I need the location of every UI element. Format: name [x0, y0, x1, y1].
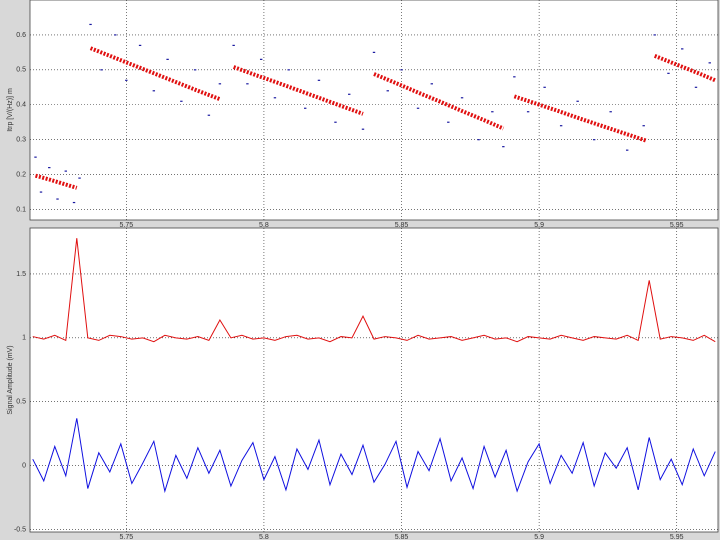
point [152, 90, 156, 92]
point [416, 107, 420, 109]
x-tick-label: 5.85 [395, 534, 409, 540]
y-tick-label: -0.5 [14, 526, 26, 533]
point [218, 83, 222, 85]
x-tick-label: 5.85 [395, 222, 409, 229]
x-tick-label: 5.8 [259, 222, 269, 229]
point [89, 23, 92, 26]
point [180, 100, 183, 102]
point [48, 167, 51, 169]
point [114, 34, 117, 36]
series-group [32, 238, 716, 494]
point [592, 139, 596, 141]
point [207, 114, 211, 116]
x-tick-label: 5.75 [120, 222, 134, 229]
point [64, 170, 67, 172]
point [259, 58, 263, 60]
y-tick-label: 0 [22, 462, 26, 469]
point [708, 62, 711, 64]
point [526, 111, 530, 113]
point [232, 44, 235, 46]
point [681, 48, 684, 50]
point [78, 177, 81, 179]
point [559, 125, 563, 127]
point [430, 83, 433, 85]
point [39, 191, 43, 193]
series-line [32, 238, 716, 343]
series-line [34, 46, 717, 190]
plot-area [29, 0, 719, 221]
y-axis-label: Itrp [V/(Hz)] m [7, 88, 14, 132]
y-tick-label: 0.5 [16, 399, 26, 406]
point [502, 146, 505, 148]
point [653, 34, 656, 36]
y-tick-label: 1 [22, 335, 26, 342]
point [477, 139, 480, 141]
point [386, 90, 389, 92]
point [273, 97, 277, 99]
y-tick-label: 0.3 [16, 137, 26, 144]
point [193, 69, 197, 71]
point [694, 86, 698, 88]
point [491, 111, 494, 113]
point [447, 121, 450, 123]
point [400, 69, 403, 71]
x-tick-label: 5.8 [259, 534, 269, 540]
x-tick-label: 5.95 [670, 534, 684, 540]
point [287, 69, 290, 71]
point [246, 83, 249, 85]
x-tick-label: 5.9 [534, 534, 544, 540]
point [667, 72, 670, 74]
y-tick-label: 0.1 [16, 206, 26, 213]
x-tick-label: 5.9 [534, 222, 544, 229]
y-tick-label: 0.5 [16, 67, 26, 74]
point [100, 69, 103, 71]
point [642, 125, 645, 127]
point [317, 79, 321, 81]
x-tick-label: 5.75 [120, 534, 134, 540]
point [304, 107, 307, 109]
point [348, 93, 351, 95]
y-tick-label: 0.4 [16, 102, 26, 109]
point [361, 128, 365, 130]
y-tick-label: 1.5 [16, 271, 26, 278]
y-tick-label: 0.2 [16, 171, 26, 178]
x-tick-label: 5.95 [670, 222, 684, 229]
point [372, 51, 376, 53]
point [513, 76, 516, 78]
plot-area [29, 227, 719, 533]
point [625, 149, 629, 151]
y-axis-label: Signal Amplitude (mV) [7, 345, 14, 414]
point [609, 111, 612, 113]
point [543, 86, 546, 88]
point [138, 44, 142, 46]
series-group [34, 23, 717, 204]
point [576, 100, 579, 102]
y-tick-label: 0.6 [16, 32, 26, 39]
point [166, 58, 169, 60]
series-line [32, 418, 716, 494]
point [72, 201, 76, 204]
point [56, 198, 59, 200]
point [334, 121, 337, 123]
point [460, 97, 464, 99]
point [125, 79, 128, 81]
point [34, 156, 37, 158]
